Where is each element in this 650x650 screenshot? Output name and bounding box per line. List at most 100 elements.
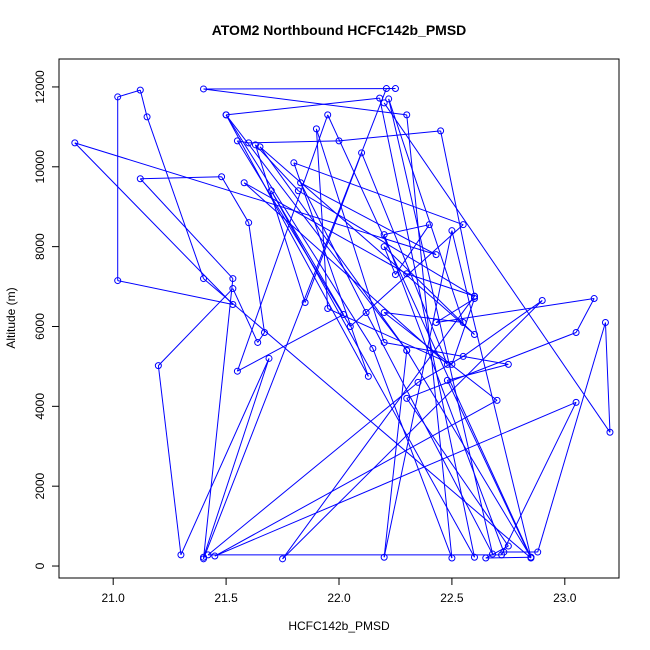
data-point xyxy=(265,354,273,362)
series-segment xyxy=(298,190,475,297)
series-segment xyxy=(388,98,464,323)
data-point xyxy=(136,175,144,183)
y-tick-label: 4000 xyxy=(33,393,47,420)
data-point xyxy=(346,322,354,330)
data-point xyxy=(358,149,366,157)
data-point xyxy=(324,111,332,119)
data-point xyxy=(136,86,144,94)
data-point xyxy=(260,328,268,336)
series-segment xyxy=(604,322,611,433)
y-axis-label: Altitude (m) xyxy=(4,287,18,348)
series-segment xyxy=(384,224,430,236)
series-segment xyxy=(395,224,430,275)
x-tick-label: 22.5 xyxy=(440,591,464,605)
series-segment xyxy=(117,89,141,98)
series-segment xyxy=(236,114,329,372)
y-axis: 0 2000 4000 6000 8000 10000 12000 xyxy=(33,70,60,569)
data-point xyxy=(572,328,580,336)
data-point xyxy=(403,346,411,354)
series-segment xyxy=(327,114,532,558)
data-point xyxy=(538,297,546,305)
series-segment xyxy=(257,332,265,343)
series-segment xyxy=(383,102,611,433)
series-segment xyxy=(157,365,182,555)
series-segment xyxy=(383,350,408,558)
series-segment xyxy=(236,140,351,327)
series-segment xyxy=(462,300,543,357)
y-tick-label: 8000 xyxy=(33,233,47,260)
series-segment xyxy=(203,278,532,559)
series-segment xyxy=(74,142,437,256)
y-tick-label: 6000 xyxy=(33,313,47,340)
series-segment xyxy=(207,381,419,556)
data-point xyxy=(251,141,259,149)
data-point xyxy=(245,139,253,147)
data-point xyxy=(114,277,122,285)
series-segment xyxy=(259,146,475,335)
data-point xyxy=(403,270,411,278)
series-segment xyxy=(203,358,270,558)
series-segment xyxy=(338,130,441,142)
data-point xyxy=(403,394,411,402)
data-point xyxy=(364,372,372,380)
series-segment xyxy=(232,288,259,343)
series-segment xyxy=(436,298,595,323)
data-point xyxy=(301,299,309,307)
series-segment xyxy=(537,322,606,553)
series-segment xyxy=(300,182,367,313)
series-segment xyxy=(255,144,299,192)
data-point xyxy=(590,295,598,303)
series-segment xyxy=(379,98,475,558)
data-point xyxy=(448,554,456,562)
data-point xyxy=(403,111,411,119)
data-point xyxy=(218,173,226,181)
series-segment xyxy=(446,380,532,559)
data-point xyxy=(233,137,241,145)
series-segment xyxy=(383,246,396,275)
data-point xyxy=(222,111,230,119)
data-point xyxy=(504,542,512,550)
data-point xyxy=(177,551,185,559)
data-point xyxy=(482,554,490,562)
data-point xyxy=(200,555,208,563)
data-point xyxy=(290,159,298,167)
data-point xyxy=(376,94,384,102)
data-point xyxy=(114,93,122,101)
series-segment xyxy=(440,130,475,297)
series-segment xyxy=(447,363,509,381)
series-segment xyxy=(214,401,577,557)
data-point xyxy=(382,85,390,93)
series-segment xyxy=(226,97,380,116)
data-point xyxy=(229,275,237,283)
series-segment xyxy=(248,140,340,144)
series-segment xyxy=(406,398,509,547)
series-segment xyxy=(221,176,250,223)
data-point xyxy=(443,376,451,384)
series-segment xyxy=(140,176,222,180)
data-point xyxy=(294,187,302,195)
series-segment xyxy=(254,144,306,303)
data-point xyxy=(443,360,451,368)
series-segment xyxy=(282,300,543,560)
data-point xyxy=(380,243,388,251)
series-segment xyxy=(383,246,475,335)
data-point xyxy=(229,285,237,293)
data-point xyxy=(414,378,422,386)
data-point xyxy=(489,550,497,558)
data-point xyxy=(448,360,456,368)
data-point xyxy=(256,143,264,151)
series-segment xyxy=(383,312,498,401)
data-point xyxy=(527,553,535,561)
series-segment xyxy=(259,146,408,351)
x-tick-label: 23.0 xyxy=(553,591,577,605)
series-segment xyxy=(327,308,453,365)
data-point xyxy=(340,311,348,319)
y-tick-label: 2000 xyxy=(33,473,47,500)
data-point xyxy=(211,552,219,560)
series-segment xyxy=(237,140,249,144)
data-point xyxy=(432,251,440,259)
data-point xyxy=(245,219,253,227)
series-segment xyxy=(237,314,344,372)
